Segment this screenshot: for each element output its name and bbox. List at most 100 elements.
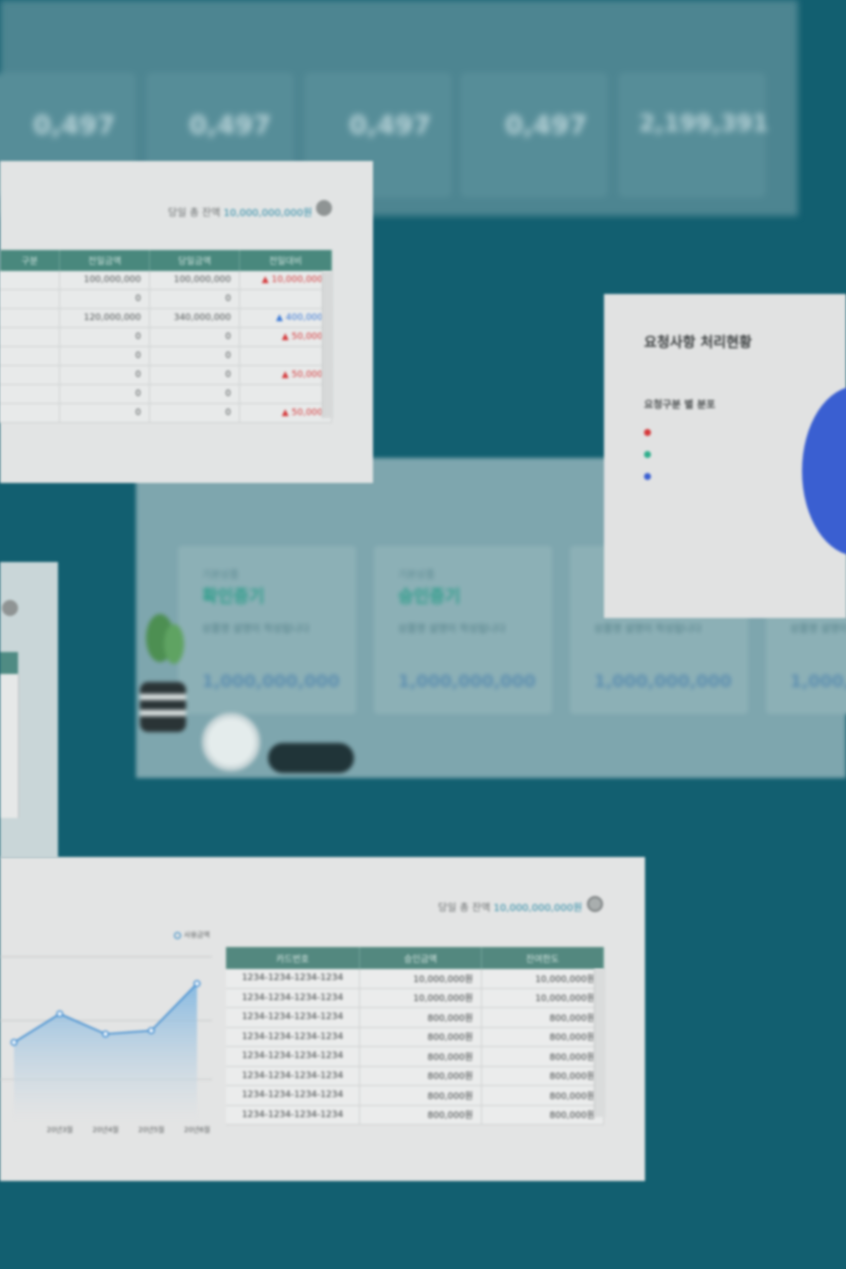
table-row[interactable]: 1234-1234-1234-1234 800,000원 800,000원 (226, 1105, 604, 1125)
table-cell: 0 (60, 290, 150, 308)
table-cell: 1234-1234-1234-1234 (226, 1008, 360, 1027)
table-row[interactable]: 1234-1234-1234-1234 800,000원 800,000원 (226, 1066, 604, 1086)
product-amount: 1,000,000,000 (398, 672, 536, 692)
refresh-icon[interactable] (316, 200, 332, 216)
stat-value: 0,497 (349, 111, 432, 141)
product-desc: 상품명 설명이 작성됩니다 (594, 624, 702, 635)
table-cell (240, 347, 332, 365)
table-cell (0, 290, 60, 308)
table-row[interactable]: 1234-1234-1234-1234 800,000원 800,000원 (226, 1027, 604, 1047)
table-cell: ▲ 10,000,000 (240, 271, 332, 289)
table-cell: ▲ 400,000 (240, 309, 332, 327)
table-cell: 0 (150, 290, 240, 308)
table-cell: 10,000,000원 (482, 969, 604, 988)
table-header: 구분 전일금액 당일금액 전일대비 (0, 250, 333, 271)
table-row[interactable]: 0 0 ▲ 50,000 (0, 404, 332, 423)
product-name: 승인증기 (398, 587, 461, 607)
pie-chart-slice (802, 386, 846, 556)
table-scrollbar[interactable] (594, 969, 605, 1117)
table-cell: 10,000,000원 (360, 969, 482, 988)
legend-label: 사용금액 (184, 931, 210, 939)
product-card[interactable]: 기본상품 승인증기 상품명 설명이 작성됩니다 1,000,000,000 (374, 546, 552, 714)
table-cell: 800,000원 (360, 1008, 482, 1027)
product-tag: 기본상품 (202, 570, 239, 581)
table-body (0, 674, 19, 818)
table-cell (0, 347, 60, 365)
table-cell (0, 271, 60, 289)
chart-data-point (56, 1010, 64, 1018)
legend-dot-icon (644, 429, 651, 436)
stat-card: 0,497 (462, 74, 606, 196)
stat-value: 0,497 (505, 111, 588, 141)
table-cell: 0 (150, 347, 240, 365)
table-cell: 0 (150, 328, 240, 346)
table-cell (0, 385, 60, 403)
table-cell: 800,000원 (482, 1008, 604, 1027)
table-scrollbar[interactable] (322, 272, 333, 418)
refresh-icon[interactable] (2, 600, 18, 616)
product-banner: 기본상품 확인증기 상품명 설명이 작성됩니다 1,000,000,000 기본… (136, 458, 846, 778)
table-cell: ▲ 50,000 (240, 404, 332, 422)
table-header (0, 652, 18, 674)
table-cell: 120,000,000 (60, 309, 150, 327)
column-header: 전일대비 (240, 250, 333, 271)
legend-marker-icon (174, 931, 181, 939)
legend-item (644, 429, 656, 436)
table-cell (0, 328, 60, 346)
clock-decoration-icon (202, 713, 260, 771)
total-balance-label: 당일 총 잔액 (168, 208, 221, 219)
table-row[interactable]: 1234-1234-1234-1234 10,000,000원 10,000,000… (226, 988, 604, 1008)
total-balance-label: 당일 총 잔액 (438, 903, 491, 914)
table-row[interactable]: 100,000,000 100,000,000 ▲ 10,000,000 (0, 271, 332, 290)
chart-legend: 사용금액 (174, 930, 210, 940)
headphone-decoration-icon (268, 743, 354, 773)
table-row[interactable]: 1234-1234-1234-1234 800,000원 800,000원 (226, 1047, 604, 1067)
column-header: 전일금액 (60, 250, 151, 271)
table-cell: 1234-1234-1234-1234 (226, 1047, 360, 1066)
table-row[interactable]: 1234-1234-1234-1234 800,000원 800,000원 (226, 1086, 604, 1106)
table-cell (0, 309, 60, 327)
table-cell (240, 290, 332, 308)
total-balance: 당일 총 잔액 10,000,000,000원 (438, 899, 582, 914)
table-row[interactable]: 0 0 ▲ 50,000 (0, 328, 332, 347)
table-body: 100,000,000 100,000,000 ▲ 10,000,000 0 0 120,… (0, 271, 332, 423)
refresh-icon[interactable] (587, 896, 603, 912)
panel-title: 요청사항 처리현황 (644, 335, 752, 351)
stat-card: 2,199,391 (620, 74, 769, 196)
table-cell: 0 (150, 385, 240, 403)
product-desc: 상품명 설명이 작성됩니다 (790, 624, 846, 635)
chart-data-point (193, 980, 201, 988)
request-status-panel: 요청사항 처리현황 요청구분 별 분포 (604, 294, 846, 618)
total-balance: 당일 총 잔액 10,000,000,000원 (168, 204, 312, 219)
column-header: 잔여한도 (482, 947, 604, 969)
x-axis-tick-label: 20년3월 (46, 1126, 73, 1134)
usage-area-chart (0, 956, 212, 1120)
product-amount: 1,000,000,000 (790, 672, 846, 692)
product-desc: 상품명 설명이 작성됩니다 (202, 624, 310, 635)
table-cell: 800,000원 (482, 1027, 604, 1046)
column-header: 카드번호 (226, 947, 360, 969)
table-row[interactable]: 120,000,000 340,000,000 ▲ 400,000 (0, 309, 332, 328)
table-cell: 1234-1234-1234-1234 (226, 1066, 360, 1085)
total-balance-amount: 10,000,000,000원 (223, 208, 313, 219)
table-row[interactable]: 1234-1234-1234-1234 10,000,000원 10,000,000… (226, 969, 604, 989)
table-cell: 800,000원 (360, 1066, 482, 1085)
table-cell: 0 (60, 385, 150, 403)
x-axis-tick-label: 20년6월 (184, 1126, 211, 1134)
table-cell: 0 (150, 404, 240, 422)
side-panel (0, 562, 58, 858)
legend-item (644, 451, 656, 458)
chart-data-point (101, 1030, 109, 1038)
table-cell (240, 385, 332, 403)
table-cell: 0 (60, 328, 150, 346)
table-row[interactable]: 0 0 ▲ 50,000 (0, 366, 332, 385)
table-cell: 1234-1234-1234-1234 (226, 1027, 360, 1046)
product-card[interactable]: 기본상품 확인증기 상품명 설명이 작성됩니다 1,000,000,000 (178, 546, 356, 714)
panel-subtitle: 요청구분 별 분포 (644, 400, 716, 411)
table-cell: 0 (60, 404, 150, 422)
table-cell: 340,000,000 (150, 309, 240, 327)
table-row[interactable]: 1234-1234-1234-1234 800,000원 800,000원 (226, 1008, 604, 1028)
